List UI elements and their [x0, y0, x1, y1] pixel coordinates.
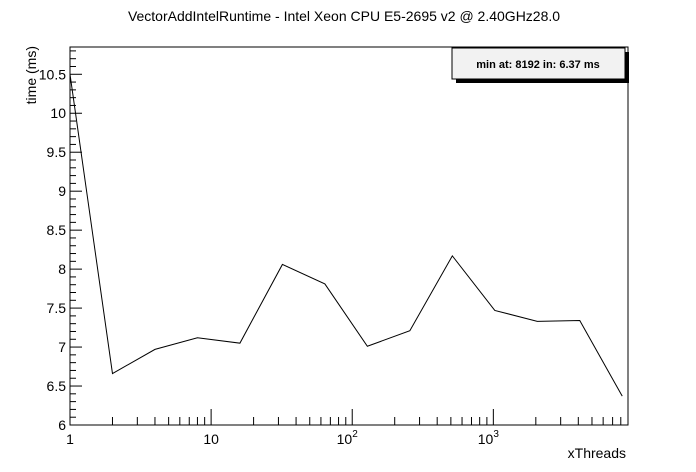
x-tick-exponent: 3	[493, 429, 499, 440]
x-tick-label: 10	[478, 431, 494, 447]
y-tick-label: 6	[58, 417, 66, 433]
series-line	[69, 74, 623, 397]
y-axis-title: time (ms)	[23, 46, 39, 104]
chart-title: VectorAddIntelRuntime - Intel Xeon CPU E…	[128, 8, 560, 24]
y-tick-label: 10	[50, 105, 66, 121]
plot-frame	[69, 46, 629, 426]
y-tick-label: 8.5	[47, 222, 67, 238]
x-tick-label: 1	[66, 431, 74, 447]
x-tick-label: 10	[337, 431, 353, 447]
y-tick-label: 9	[58, 183, 66, 199]
y-tick-label: 10.5	[39, 66, 66, 82]
legend-box	[451, 47, 626, 80]
y-tick-label: 8	[58, 261, 66, 277]
y-tick-label: 7	[58, 339, 66, 355]
y-tick-label: 7.5	[47, 300, 67, 316]
y-tick-label: 9.5	[47, 144, 67, 160]
axis-ticks	[69, 50, 629, 426]
x-tick-label: 10	[203, 431, 219, 447]
legend: min at: 8192 in: 6.37 ms	[451, 47, 629, 83]
series-group	[69, 74, 623, 397]
x-tick-exponent: 2	[352, 429, 358, 440]
x-axis-title: xThreads	[568, 445, 626, 461]
legend-label: min at: 8192 in: 6.37 ms	[476, 59, 600, 71]
y-tick-label: 6.5	[47, 378, 67, 394]
